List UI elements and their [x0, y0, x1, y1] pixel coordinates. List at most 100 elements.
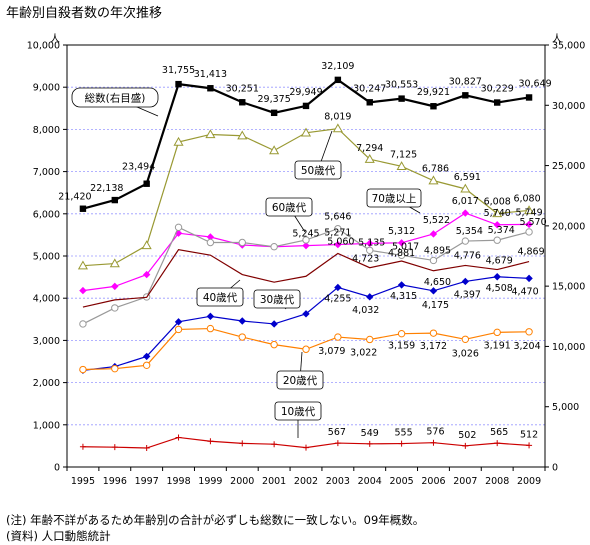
data-point-age70 — [302, 241, 310, 250]
data-point-age10 — [462, 442, 469, 449]
data-point-age30 — [334, 283, 342, 292]
data-point-age30 — [429, 287, 438, 295]
data-label-age70: 5,522 — [423, 215, 450, 226]
data-point-total — [270, 109, 278, 117]
data-point-age60 — [525, 228, 533, 236]
x-tick-label: 2001 — [262, 476, 286, 487]
y-left-tick-label: 8,000 — [33, 125, 60, 136]
data-point-age30 — [525, 274, 533, 283]
data-point-age10 — [239, 440, 246, 447]
data-point-age60 — [493, 236, 501, 244]
data-label-age60: 5,017 — [392, 241, 419, 252]
data-label-age60: 5,570 — [519, 217, 546, 228]
data-label-age20: 3,204 — [513, 341, 540, 352]
x-tick-label: 2007 — [453, 476, 477, 487]
data-label-age40: 5,060 — [327, 236, 354, 247]
series-name-total: 総数(右目盛) — [85, 92, 146, 105]
data-point-age20 — [79, 365, 87, 374]
data-point-age70 — [366, 239, 374, 248]
data-point-age50 — [524, 205, 535, 215]
data-point-age60 — [174, 223, 183, 232]
data-point-total — [430, 103, 437, 110]
data-label-age70: 6,017 — [452, 196, 479, 207]
data-point-age60 — [79, 320, 87, 328]
data-point-age60 — [238, 238, 246, 247]
data-point-age20 — [238, 333, 246, 341]
data-label-age60: 5,354 — [456, 226, 483, 237]
y-left-tick-label: 1,000 — [33, 420, 60, 431]
data-label-age30: 4,255 — [324, 293, 351, 304]
x-tick-label: 1999 — [198, 476, 222, 487]
data-point-total — [366, 99, 373, 106]
data-point-age50 — [396, 161, 407, 171]
series-name-age40: 40歳代 — [203, 292, 238, 304]
data-point-total — [111, 196, 118, 204]
data-label-age10: 549 — [361, 428, 379, 439]
data-label-total: 30,827 — [449, 76, 482, 87]
data-label-age50: 7,294 — [356, 143, 383, 154]
data-label-age40: 4,650 — [424, 277, 451, 288]
y-left-tick-label: 2,000 — [33, 378, 60, 389]
data-label-age30: 4,397 — [454, 289, 481, 300]
data-point-age20 — [493, 328, 501, 337]
data-point-age60 — [397, 251, 406, 259]
x-tick-label: 2009 — [517, 476, 541, 487]
data-label-total: 31,413 — [194, 69, 227, 80]
data-point-age20 — [366, 335, 374, 344]
x-tick-label: 2005 — [390, 476, 414, 487]
series-name-age70: 70歳以上 — [372, 193, 417, 205]
data-point-age30 — [493, 273, 501, 281]
data-point-age20 — [111, 364, 119, 373]
data-point-total — [494, 99, 501, 106]
data-label-age50: 6,591 — [454, 172, 481, 183]
y-right-tick-label: 30,000 — [552, 101, 585, 112]
data-point-age20 — [397, 329, 406, 338]
data-point-age70 — [429, 230, 438, 238]
data-point-age60 — [302, 236, 310, 244]
data-point-age20 — [270, 340, 278, 349]
data-point-age30 — [270, 320, 278, 328]
y-right-tick-label: 35,000 — [552, 41, 585, 52]
data-label-age20: 3,022 — [350, 347, 377, 358]
data-label-age70: 5,245 — [292, 229, 319, 240]
data-label-age30: 4,315 — [390, 291, 417, 302]
data-label-total: 29,949 — [289, 87, 322, 98]
data-label-total: 21,420 — [58, 192, 91, 203]
y-right-tick-label: 15,000 — [552, 282, 585, 293]
data-point-age70 — [493, 221, 501, 229]
data-point-age50 — [460, 183, 471, 193]
data-point-age50 — [141, 240, 152, 250]
data-point-age20 — [525, 328, 533, 336]
data-point-total — [334, 76, 342, 84]
data-point-total — [239, 99, 246, 106]
y-left-tick-label: 0 — [54, 463, 60, 474]
data-label-age40: 4,869 — [517, 247, 544, 258]
data-point-total — [398, 95, 405, 102]
callout-box-age40 — [196, 287, 244, 307]
data-point-age20 — [429, 329, 438, 337]
data-label-age40: 4,723 — [352, 254, 379, 265]
data-point-age10 — [366, 440, 373, 447]
data-point-age50 — [428, 175, 439, 185]
data-point-age20 — [334, 333, 342, 341]
data-point-age10 — [271, 441, 278, 448]
data-point-age50 — [332, 123, 343, 133]
x-tick-label: 2000 — [230, 476, 254, 487]
data-point-age70 — [334, 240, 342, 249]
y-left-tick-label: 4,000 — [33, 294, 60, 305]
data-point-age10 — [303, 444, 309, 451]
y-right-tick-label: 20,000 — [552, 221, 585, 232]
data-point-age60 — [461, 237, 470, 245]
data-point-total — [143, 180, 150, 187]
callout-box-age20 — [276, 370, 324, 390]
data-point-total — [175, 80, 182, 88]
x-tick-label: 2006 — [421, 476, 445, 487]
data-point-age70 — [79, 286, 87, 295]
data-point-age30 — [366, 293, 374, 301]
data-label-age10: 576 — [426, 427, 444, 438]
data-point-age10 — [111, 444, 118, 451]
data-label-total: 22,138 — [90, 183, 123, 194]
data-label-age40: 4,776 — [454, 250, 481, 261]
footnote-source: (資料) 人口動態統計 — [6, 529, 111, 543]
data-label-total: 29,921 — [417, 87, 450, 98]
